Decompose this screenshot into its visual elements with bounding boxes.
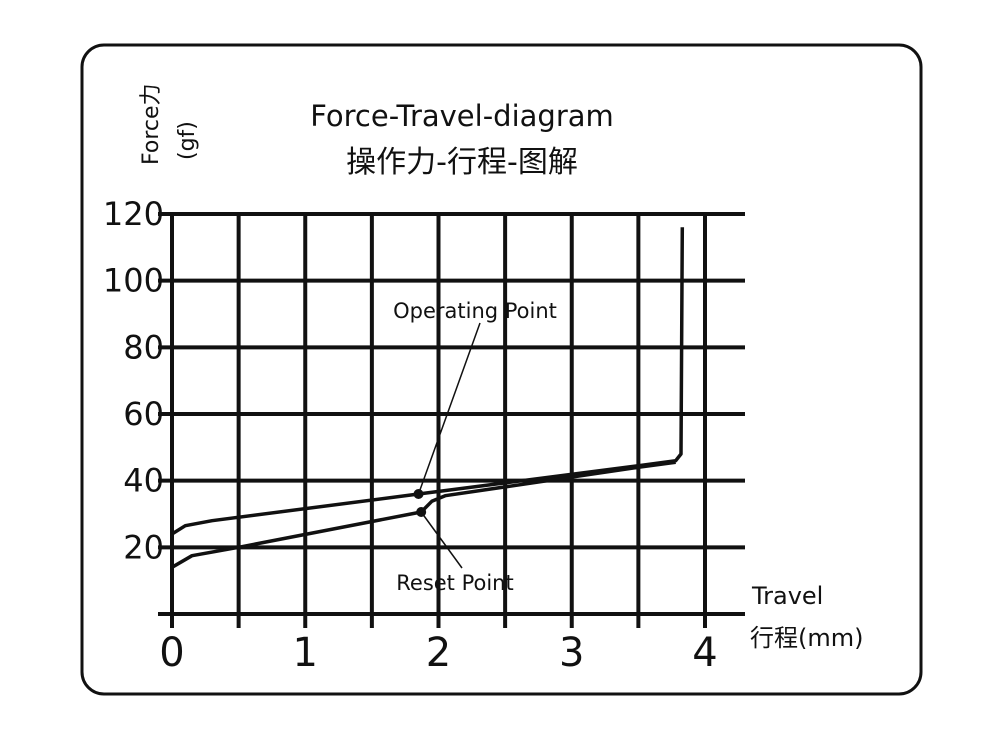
series-line-1 [171, 227, 685, 536]
annotation-label: Reset Point [396, 571, 513, 595]
x-tick-label: 2 [426, 630, 451, 676]
y-tick-label: 120 [103, 195, 164, 233]
x-tick-label: 0 [159, 630, 184, 676]
x-tick-label: 1 [293, 630, 318, 676]
y-tick-label: 80 [123, 328, 164, 366]
series-line-2 [171, 460, 676, 569]
y-axis-unit: (gf) [175, 121, 200, 160]
x-axis-unit: 行程(mm) [750, 624, 863, 652]
y-tick-label: 20 [123, 528, 164, 566]
x-axis-label: Travel [751, 582, 823, 610]
y-tick-label: 60 [123, 395, 164, 433]
chart-title: Force-Travel-diagram [310, 99, 614, 133]
chart-frame [80, 43, 923, 696]
annotation-label: Operating Point [393, 299, 557, 323]
y-tick-label: 100 [103, 262, 164, 300]
y-tick-label: 40 [123, 462, 164, 500]
x-tick-label: 3 [559, 630, 584, 676]
y-axis-label: Force力 [139, 83, 164, 165]
annotation-leader [420, 511, 463, 569]
annotation-leader [417, 322, 481, 495]
chart-subtitle: 操作力-行程-图解 [346, 145, 578, 180]
x-tick-label: 4 [692, 630, 717, 676]
